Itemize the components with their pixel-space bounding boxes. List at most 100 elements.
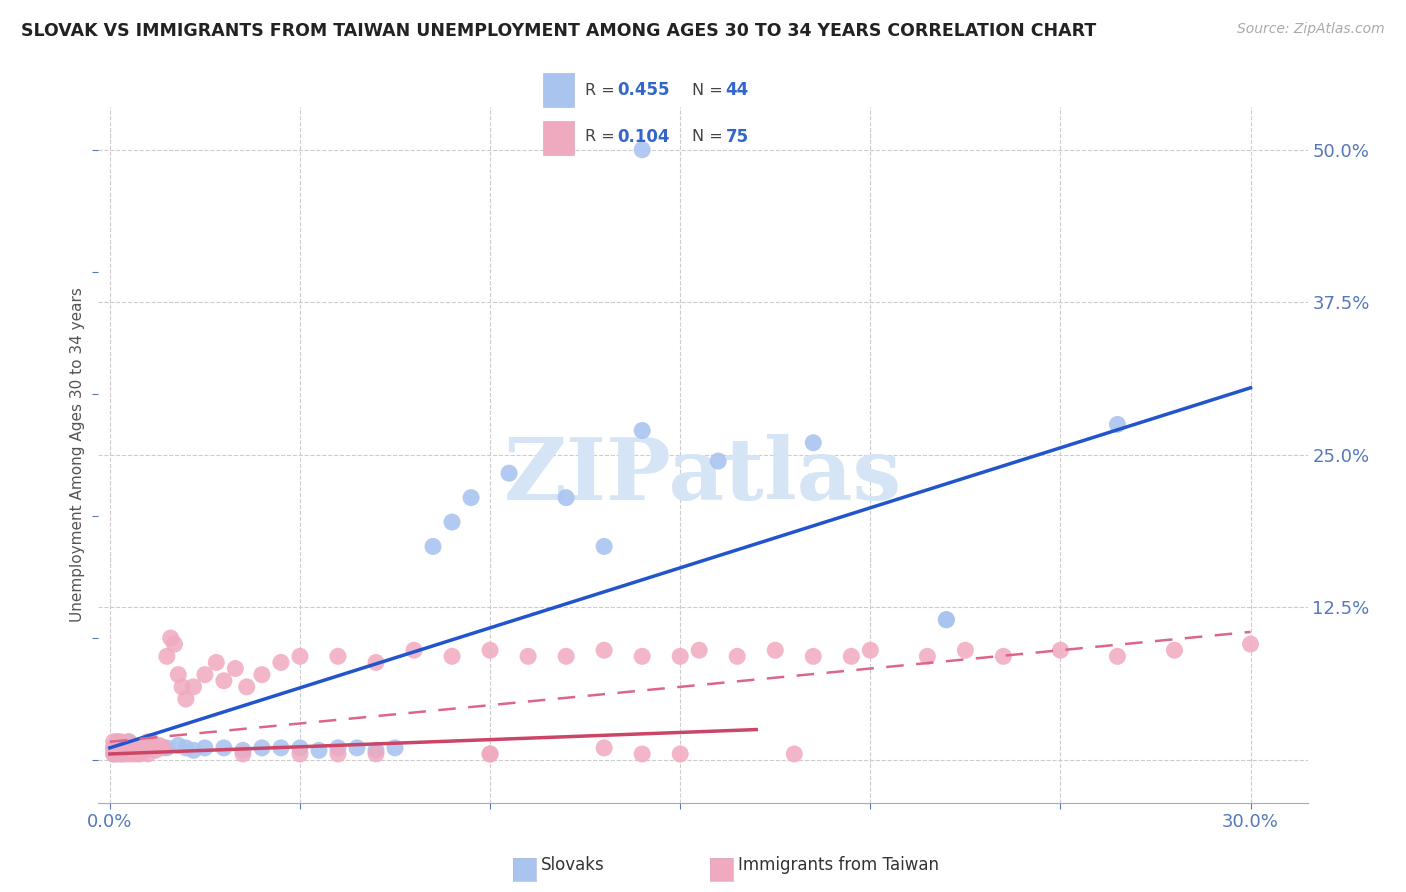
Point — [1163, 643, 1185, 657]
Point — [107, 735, 129, 749]
Point — [993, 649, 1015, 664]
Point — [110, 735, 132, 749]
Point — [141, 735, 163, 749]
Point — [174, 692, 197, 706]
Point — [118, 743, 141, 757]
Text: N =: N = — [692, 129, 728, 145]
Point — [103, 747, 125, 761]
Text: Immigrants from Taiwan: Immigrants from Taiwan — [738, 856, 939, 874]
Point — [163, 637, 186, 651]
Point — [364, 747, 387, 761]
Point — [110, 739, 132, 753]
Text: 0.455: 0.455 — [617, 81, 669, 99]
Point — [129, 747, 152, 761]
Point — [145, 740, 167, 755]
Point — [224, 661, 246, 675]
Point — [593, 740, 616, 755]
Point — [270, 656, 292, 670]
Point — [107, 735, 129, 749]
Point — [129, 739, 152, 753]
Point — [707, 454, 730, 468]
Point — [107, 743, 129, 757]
Point — [136, 735, 159, 749]
Point — [118, 735, 141, 749]
Point — [156, 649, 179, 664]
Point — [346, 740, 368, 755]
Point — [141, 740, 163, 755]
Text: 75: 75 — [725, 128, 748, 145]
Point — [121, 747, 143, 761]
Text: ZIPatlas: ZIPatlas — [503, 434, 903, 517]
Point — [125, 747, 148, 761]
Point — [935, 613, 957, 627]
Point — [103, 740, 125, 755]
Point — [156, 740, 179, 755]
Point — [364, 743, 387, 757]
Point — [783, 747, 806, 761]
Point — [364, 656, 387, 670]
Point — [308, 743, 330, 757]
Point — [669, 649, 692, 664]
Point — [125, 740, 148, 755]
Point — [288, 747, 311, 761]
Point — [167, 667, 190, 681]
Point — [555, 491, 578, 505]
Point — [136, 740, 159, 755]
Point — [118, 747, 141, 761]
Point — [631, 747, 654, 761]
Text: Slovaks: Slovaks — [541, 856, 605, 874]
Point — [763, 643, 786, 657]
Point — [384, 740, 406, 755]
Point — [1049, 643, 1071, 657]
Point — [288, 649, 311, 664]
Point — [326, 740, 349, 755]
Point — [326, 747, 349, 761]
Point — [235, 680, 257, 694]
Point — [114, 740, 136, 755]
Point — [170, 680, 193, 694]
Point — [631, 649, 654, 664]
Point — [103, 735, 125, 749]
Point — [859, 643, 882, 657]
Point — [232, 743, 254, 757]
Point — [194, 667, 217, 681]
Point — [479, 643, 502, 657]
Point — [801, 649, 824, 664]
Point — [107, 747, 129, 761]
Point — [669, 747, 692, 761]
Bar — [543, 121, 574, 155]
Point — [118, 735, 141, 749]
Point — [1239, 637, 1261, 651]
Point — [114, 747, 136, 761]
Point — [110, 747, 132, 761]
Point — [103, 740, 125, 755]
Point — [402, 643, 425, 657]
Text: R =: R = — [585, 129, 620, 145]
Text: N =: N = — [692, 83, 728, 97]
Point — [326, 649, 349, 664]
Point — [136, 747, 159, 761]
Text: 0.104: 0.104 — [617, 128, 669, 145]
Point — [132, 743, 155, 757]
Point — [517, 649, 540, 664]
Point — [121, 740, 143, 755]
Point — [935, 613, 957, 627]
Point — [631, 424, 654, 438]
Point — [107, 740, 129, 755]
Point — [110, 747, 132, 761]
Point — [159, 631, 181, 645]
Point — [460, 491, 482, 505]
Point — [129, 740, 152, 755]
Point — [593, 540, 616, 554]
Point — [183, 680, 205, 694]
Point — [593, 643, 616, 657]
Point — [839, 649, 862, 664]
Point — [152, 740, 174, 755]
Point — [479, 747, 502, 761]
Point — [183, 743, 205, 757]
Bar — [543, 73, 574, 106]
Point — [212, 740, 235, 755]
Point — [194, 740, 217, 755]
Point — [212, 673, 235, 688]
Point — [917, 649, 939, 664]
